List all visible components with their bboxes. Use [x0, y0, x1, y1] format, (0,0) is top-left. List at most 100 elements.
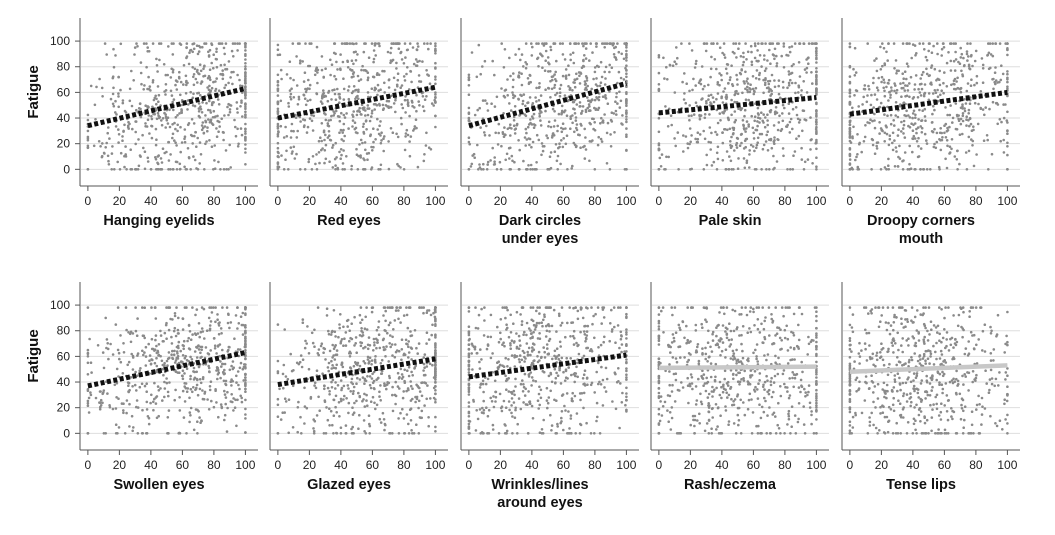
data-point — [182, 344, 185, 348]
data-point — [470, 162, 474, 166]
data-point — [961, 132, 964, 136]
data-point — [411, 432, 414, 435]
data-point — [390, 343, 394, 346]
data-point — [876, 89, 880, 92]
data-point — [485, 347, 489, 351]
data-point — [892, 119, 895, 122]
data-point — [139, 107, 142, 111]
data-point — [191, 390, 194, 394]
data-point — [125, 328, 128, 332]
data-point — [739, 72, 743, 76]
data-point — [919, 147, 923, 150]
data-point — [151, 42, 155, 45]
data-point — [814, 127, 818, 131]
data-point — [113, 383, 117, 387]
data-point — [302, 93, 306, 97]
data-point — [895, 69, 899, 72]
data-point — [944, 136, 948, 139]
data-point — [241, 115, 244, 118]
data-point — [589, 122, 592, 126]
data-point — [622, 57, 626, 61]
data-point — [422, 109, 426, 113]
data-point — [686, 146, 690, 150]
data-point — [333, 345, 337, 349]
data-point — [562, 428, 565, 432]
data-point — [350, 337, 354, 341]
data-point — [541, 324, 544, 328]
data-point — [704, 49, 708, 53]
data-point — [198, 335, 201, 339]
data-point — [723, 87, 727, 90]
data-point — [486, 160, 490, 164]
data-point — [952, 42, 956, 45]
data-point — [954, 58, 958, 61]
data-point — [378, 102, 381, 106]
data-point — [755, 128, 759, 132]
data-point — [601, 42, 604, 45]
data-point — [987, 67, 991, 71]
data-point — [212, 337, 216, 340]
data-point — [434, 380, 437, 384]
data-point — [957, 87, 960, 90]
data-point — [545, 42, 548, 45]
data-point — [509, 134, 512, 137]
data-point — [737, 157, 740, 160]
data-point — [913, 83, 917, 86]
data-point — [373, 86, 377, 90]
data-point — [469, 165, 473, 168]
data-point — [896, 165, 900, 168]
data-point — [887, 99, 890, 102]
data-point — [941, 136, 944, 139]
data-point — [774, 106, 778, 109]
data-point — [304, 42, 307, 45]
data-point — [111, 92, 115, 96]
data-point — [715, 97, 718, 101]
data-point — [207, 50, 210, 54]
data-point — [357, 109, 360, 112]
data-point — [215, 366, 219, 369]
data-point — [688, 118, 691, 122]
data-point — [155, 64, 159, 67]
data-point — [285, 73, 289, 76]
data-point — [354, 361, 357, 364]
data-point — [157, 389, 161, 392]
data-point — [184, 74, 188, 78]
data-point — [582, 391, 586, 395]
data-point — [306, 325, 309, 328]
data-point — [213, 144, 216, 147]
data-point — [548, 155, 552, 158]
data-point — [224, 402, 227, 406]
data-point — [244, 376, 247, 379]
scatter-points — [276, 306, 437, 435]
data-point — [881, 64, 884, 68]
data-point — [389, 51, 392, 55]
data-point — [195, 377, 199, 381]
data-point — [376, 83, 380, 87]
data-point — [412, 432, 416, 435]
data-point — [988, 42, 992, 45]
data-point — [181, 374, 184, 378]
data-point — [922, 94, 926, 98]
data-point — [417, 386, 420, 389]
data-point — [147, 416, 151, 420]
data-point — [117, 375, 120, 378]
data-point — [102, 432, 106, 435]
data-point — [434, 61, 437, 65]
data-point — [715, 133, 719, 136]
data-point — [404, 111, 407, 114]
data-point — [166, 390, 170, 394]
data-point — [122, 342, 125, 345]
data-point — [597, 361, 600, 365]
data-point — [109, 342, 112, 346]
data-point — [426, 309, 429, 312]
data-point — [114, 423, 118, 427]
data-point — [201, 376, 205, 379]
data-point — [374, 407, 377, 411]
data-point — [555, 347, 559, 351]
data-point — [420, 409, 424, 413]
data-point — [848, 91, 852, 95]
data-point — [182, 416, 186, 419]
x-axis-label: Droopy corners mouth — [867, 213, 975, 247]
data-point — [430, 102, 434, 105]
data-point — [517, 334, 521, 338]
